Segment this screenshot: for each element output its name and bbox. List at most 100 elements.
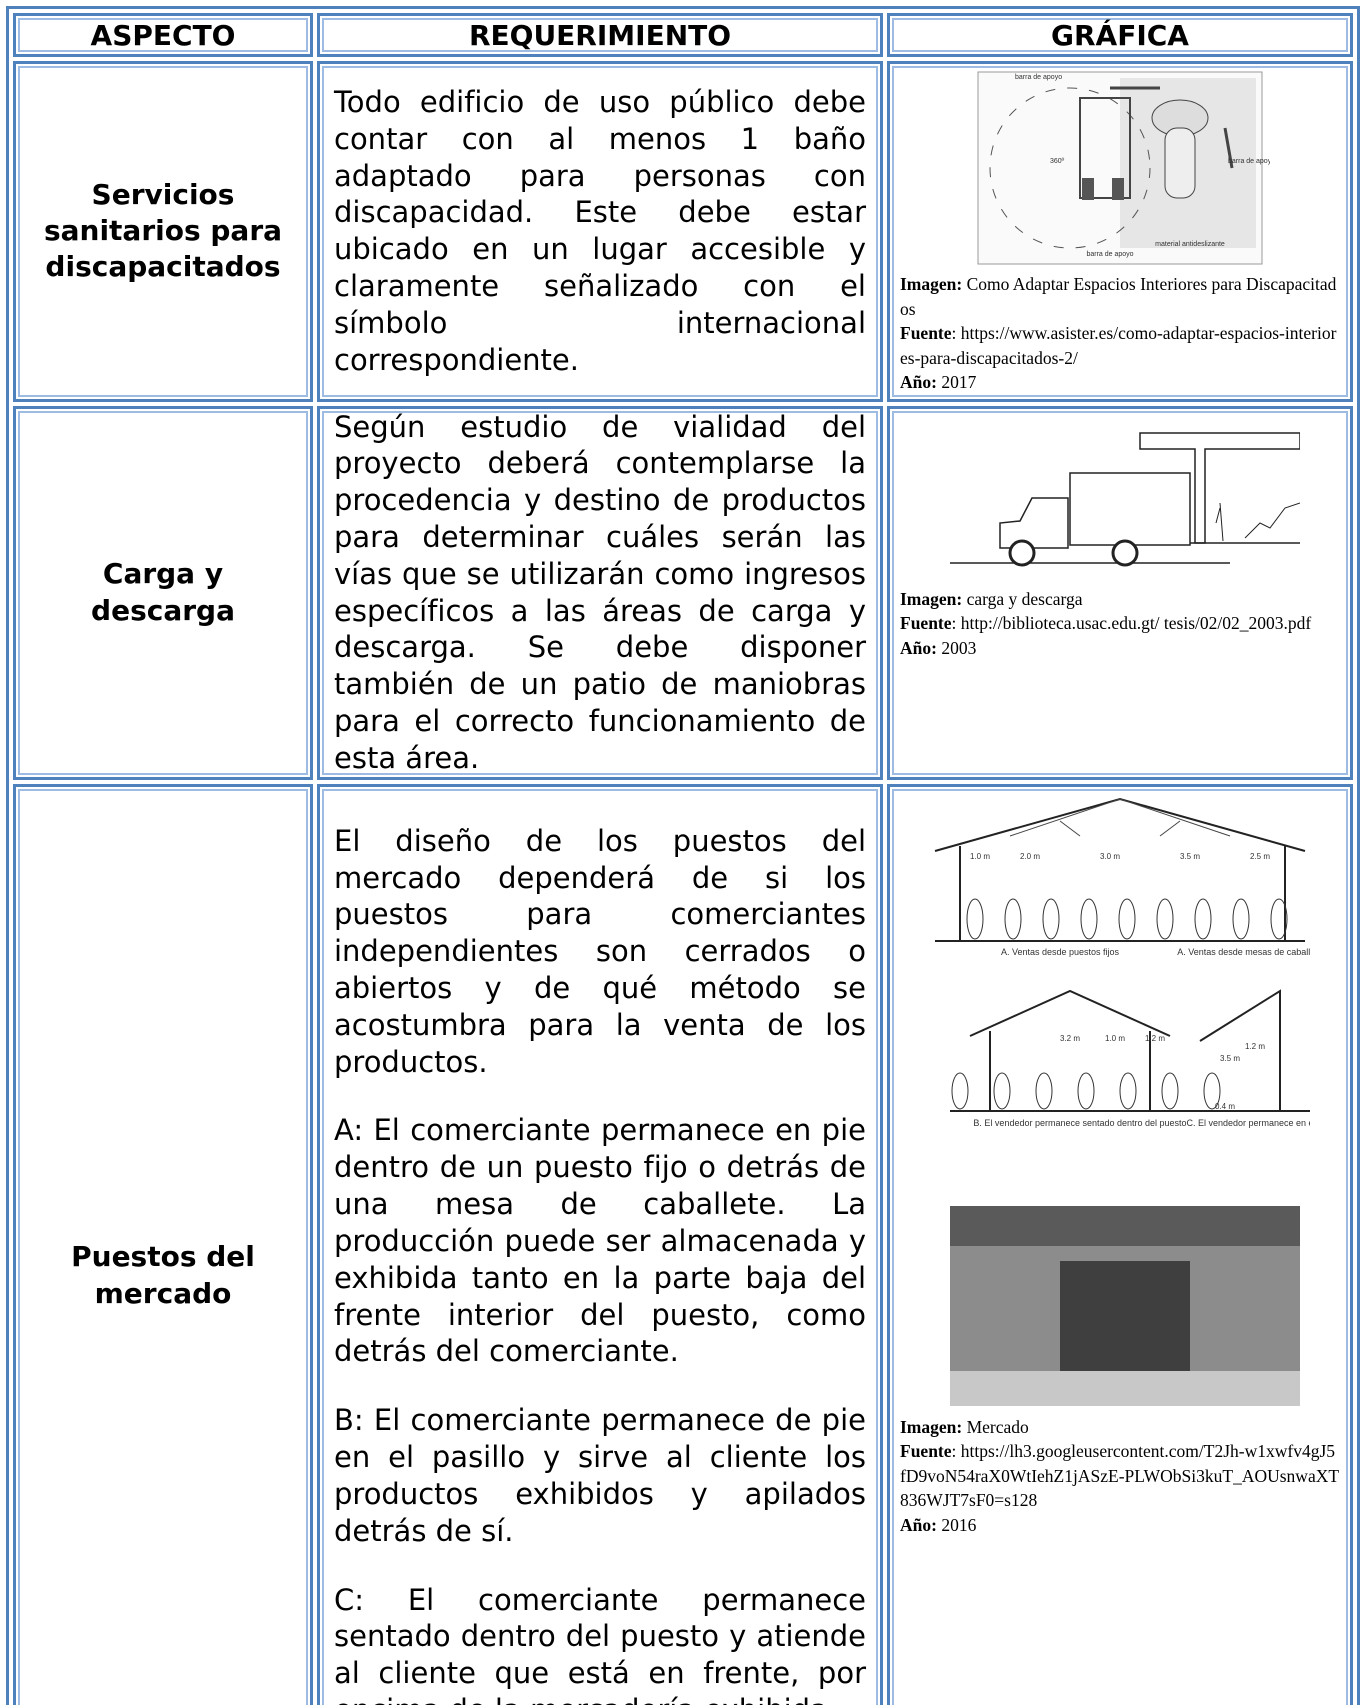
caption-line: Año: 2017 [900,370,1340,395]
drawing-label: 0.4 m [1215,1102,1235,1111]
drawing-label: 360º [1050,158,1065,165]
caption-line: Fuente: https://www.asister.es/como-adap… [900,321,1340,370]
drawing-label: 1.0 m [1105,1034,1125,1043]
truck-wheel [1111,539,1139,566]
graphic-image [900,413,1340,587]
figure [1080,898,1098,940]
caption-text: 2016 [936,1514,977,1535]
requirement-cell: Todo edificio de uso público debe contar… [317,61,883,402]
person [1215,502,1224,541]
drawing-label: 1.0 m [970,852,990,861]
caption-line: Imagen: carga y descarga [900,587,1340,612]
drawing-label: 3.5 m [1180,852,1200,861]
graphic-cell: 1.0 m 2.0 m 3.0 m 3.5 m 2.5 m A. Ventas desde… [887,783,1353,1705]
drawing-label: 3.2 m [1060,1034,1080,1043]
grab-bar [1110,86,1234,169]
turn-circle [989,87,1151,249]
drawing-label: 3.0 m [1100,852,1120,861]
drawing-label: 1.2 m [1145,1034,1165,1043]
caption-label: Año: [900,372,937,392]
drawing [950,431,1301,566]
figure [1161,1072,1179,1110]
requirement-paragraph: A: El comerciante permanece en pie dentr… [334,1113,866,1369]
caption-text: Mercado [962,1416,1029,1437]
caption-text: : http://biblioteca.usac.edu.gt/ tesis/0… [951,613,1312,633]
graphic-cell: Imagen: carga y descarga Fuente: http://b… [887,405,1353,780]
table-row: Puestos del mercado El diseño de los pues… [13,783,1353,1705]
truck-cab [999,496,1069,549]
aspect-cell: Servicios sanitarios para discapacitados [13,61,313,402]
figure [1232,898,1250,940]
figure [1119,1072,1137,1110]
figure [993,1072,1011,1110]
requirement-cell: El diseño de los puestos del mercado dep… [317,783,883,1705]
aspect-cell: Puestos del mercado [13,783,313,1705]
column-header: GRÁFICA [887,13,1353,57]
truck-wheel [1008,539,1036,566]
caption-label: Año: [900,637,937,658]
drawing-label: C. El vendedor permanece en el pasillo [1186,1118,1310,1128]
drawing: barra de apoyo 360º barra de apoyo material… [977,71,1275,265]
drawing-label: A. Ventas desde puestos fijos [1001,947,1120,957]
caption-text: : https://lh3.googleusercontent.com/T2Jh… [900,1441,1340,1511]
drawing-label: 3.5 m [1220,1054,1240,1063]
figure [1156,898,1174,940]
graphic-image: barra de apoyo 360º barra de apoyo material… [900,68,1340,272]
caption-text: : https://www.asister.es/como-adaptar-es… [900,323,1337,368]
aspect-cell: Carga y descarga [13,405,313,780]
drawing: 1.0 m 2.0 m 3.0 m 3.5 m 2.5 m A. Ventas desde… [934,797,1344,1406]
caption-label: Imagen: [900,274,963,294]
caption-text: Como Adaptar Espacios Interiores para Di… [900,274,1337,319]
drawing-label: barra de apoyo [1228,158,1270,165]
figure [1077,1072,1095,1110]
requirement-paragraph: C: El comerciante permanece sentado dent… [334,1582,866,1705]
requirement-paragraph: Según estudio de vialidad del proyecto d… [334,409,866,775]
caption-line: Imagen: Mercado [900,1415,1340,1440]
caption: Imagen: Como Adaptar Espacios Interiores… [900,272,1340,395]
caption-text: carga y descarga [962,588,1083,609]
ground [950,541,1300,564]
figure [1118,898,1136,940]
caption-line: Año: 2003 [900,636,1340,661]
figure [1004,898,1022,940]
roof-a [934,797,1306,942]
roof-b [950,988,1310,1112]
caption-label: Imagen: [900,588,963,609]
requirement-paragraph: El diseño de los puestos del mercado dep… [334,823,866,1079]
drawing-label: 2.5 m [1250,852,1270,861]
column-header: REQUERIMIENTO [317,13,883,57]
requirements-table: ASPECTO REQUERIMIENTO GRÁFICA Servicios sa… [6,6,1360,1705]
table-row: Carga y descarga Según estudio de vialida… [13,405,1353,780]
caption: Imagen: Mercado Fuente: https://lh3.googl… [900,1415,1340,1538]
caption: Imagen: carga y descarga Fuente: http://b… [900,587,1340,661]
drawing-label: A. Ventas desde mesas de caballete [1177,947,1310,957]
figure [966,898,984,940]
caption-line: Fuente: https://lh3.googleusercontent.co… [900,1439,1340,1513]
photo-shade [950,1205,1300,1246]
figure [1194,898,1212,940]
figure [1042,898,1060,940]
caption-line: Fuente: http://biblioteca.usac.edu.gt/ t… [900,611,1340,636]
drawing-label: 2.0 m [1020,852,1040,861]
table-body: Servicios sanitarios para discapacitados… [13,61,1353,1705]
caption-label: Fuente [900,1441,952,1462]
truck-box [1069,471,1191,546]
drawing-label: barra de apoyo [1086,251,1133,258]
ramp-line [1244,502,1301,538]
caption-label: Fuente [900,613,952,633]
table-row: Servicios sanitarios para discapacitados… [13,61,1353,402]
truss-a [1009,798,1231,837]
figure [1035,1072,1053,1110]
requirement-paragraph: Todo edificio de uso público debe contar… [334,84,866,377]
column-header: ASPECTO [13,13,313,57]
figure [1203,1072,1221,1110]
photo-floor [950,1370,1300,1406]
caption-line: Año: 2016 [900,1513,1340,1538]
drawing-label: 1.2 m [1245,1042,1265,1051]
caption-text: 2017 [936,372,977,392]
requirement-cell: Según estudio de vialidad del proyecto d… [317,405,883,780]
figure [1270,898,1288,940]
drawing-label: barra de apoyo [1015,74,1062,81]
graphic-image: 1.0 m 2.0 m 3.0 m 3.5 m 2.5 m A. Ventas desde… [900,791,1344,1415]
